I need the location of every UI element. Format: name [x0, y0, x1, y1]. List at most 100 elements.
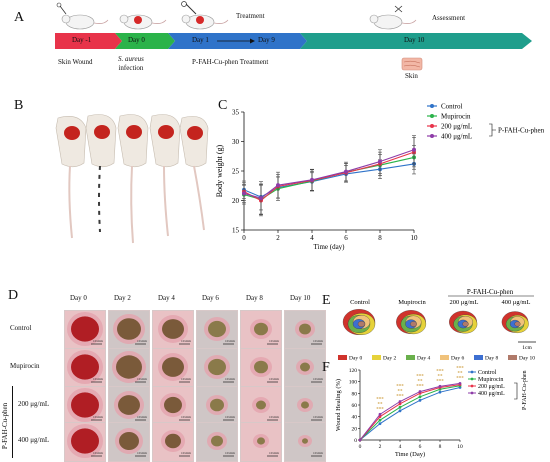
legend-group-label: P-FAH-Cu-phen	[498, 127, 545, 135]
scale-label: 10 mm	[93, 451, 103, 455]
legend-label: Day 8	[485, 356, 499, 362]
series-line	[359, 385, 461, 441]
scale-label: 10 mm	[269, 377, 279, 381]
wound-photo: 10 mm	[64, 422, 106, 462]
series-2	[242, 137, 416, 217]
x-tick-label: 10	[411, 234, 419, 242]
stage-label-day0: Day 0	[128, 36, 145, 44]
day-header: Day 8	[246, 294, 263, 302]
wound-photo-image: 10 mm	[109, 423, 149, 461]
wound-photo-image: 10 mm	[285, 423, 325, 461]
scale-label: 10 mm	[93, 377, 103, 381]
x-tick-label: 6	[419, 444, 422, 450]
panel-e-letter: E	[322, 293, 331, 308]
wound	[254, 322, 268, 336]
wound-photo: 10 mm	[196, 422, 238, 462]
scale-label: 10 mm	[93, 339, 103, 343]
skin-wound-label: Skin Wound	[58, 58, 93, 66]
wound	[116, 355, 142, 379]
data-point	[378, 418, 382, 422]
trace-5	[462, 321, 469, 327]
data-point	[398, 405, 402, 409]
significance-mark: **	[438, 374, 444, 379]
scale-label: 10 mm	[225, 377, 235, 381]
y-tick-label: 0	[354, 438, 357, 444]
x-tick-label: 10	[457, 444, 463, 450]
significance-mark: ***	[436, 369, 444, 374]
wound-photo: 10 mm	[108, 386, 150, 426]
legend-marker	[430, 134, 434, 138]
data-point	[438, 390, 442, 394]
significance-mark: **	[398, 390, 404, 395]
assessment-label: Assessment	[432, 14, 466, 22]
panel-d-letter: D	[8, 288, 19, 303]
y-tick-label: 30	[232, 138, 240, 146]
legend-swatch	[372, 355, 381, 360]
treatment-label: Treatment	[236, 12, 265, 20]
wound-photo-image: 10 mm	[241, 349, 281, 387]
wound	[210, 398, 224, 412]
series-line	[243, 151, 415, 202]
data-point	[259, 196, 263, 201]
y-tick-label: 60	[352, 403, 358, 409]
wound-photo-image: 10 mm	[109, 311, 149, 349]
timeline	[55, 1, 532, 71]
group-name: Control	[350, 299, 370, 306]
wound-photo-image: 10 mm	[197, 311, 237, 349]
significance-mark: **	[458, 371, 464, 376]
scale-label: 10 mm	[225, 451, 235, 455]
legend-swatch	[508, 355, 517, 360]
y-tick-label: 40	[352, 415, 358, 421]
x-axis-label: Time (Day)	[395, 451, 425, 458]
data-point	[276, 183, 280, 188]
row-label: 200 μg/mL	[18, 400, 50, 408]
data-point	[418, 398, 422, 402]
wound-photo: 10 mm	[64, 386, 106, 426]
group-label-vertical: P-FAH-Cu-phen	[1, 402, 10, 450]
legend-label: Day 6	[451, 356, 465, 362]
group-bracket	[12, 386, 13, 458]
series-1	[358, 384, 462, 442]
legend-swatch	[406, 355, 415, 360]
significance-mark: **	[378, 402, 384, 407]
wound	[300, 362, 310, 372]
y-tick-label: 120	[349, 368, 358, 374]
wound-photo-image: 10 mm	[65, 311, 105, 349]
wound-trace-panel: P-FAH-Cu-phen Control Mupirocin 200 μg/mL 40…	[338, 288, 536, 362]
mouse-icon	[119, 14, 167, 30]
wound-photo-image: 10 mm	[241, 387, 281, 425]
series-2	[358, 383, 462, 442]
scale-label: 10 mm	[93, 415, 103, 419]
wound	[164, 396, 182, 414]
data-point	[242, 191, 246, 196]
wound	[256, 400, 266, 410]
legend-label: Day 2	[383, 356, 397, 362]
wound	[299, 323, 311, 335]
legend-marker	[470, 377, 474, 381]
y-axis-label: Body weight (g)	[215, 144, 224, 197]
significance-mark: ***	[456, 376, 464, 381]
row-label: 400 μg/mL	[18, 436, 50, 444]
trace-5	[514, 321, 521, 327]
series-line	[359, 384, 461, 441]
legend-bracket	[489, 123, 496, 137]
day-header: Day 0	[70, 294, 87, 302]
legend-label: Mupirocin	[441, 113, 471, 121]
wound-photo: 10 mm	[240, 310, 282, 350]
wound-photo-image: 10 mm	[153, 311, 193, 349]
scale-label: 10 mm	[137, 377, 147, 381]
data-point	[310, 177, 314, 182]
wound-photo: 10 mm	[284, 310, 326, 350]
data-point	[378, 422, 382, 426]
series-line	[359, 387, 461, 441]
skin-label: Skin	[405, 72, 418, 80]
stage-bar-day-minus1	[55, 33, 122, 49]
day-header: Day 10	[290, 294, 311, 302]
wound	[257, 437, 265, 445]
y-tick-label: 20	[232, 197, 240, 205]
wound	[71, 354, 99, 380]
legend-swatch	[440, 355, 449, 360]
wound	[162, 319, 184, 339]
wound	[302, 438, 308, 444]
wound-photo-image: 10 mm	[109, 349, 149, 387]
